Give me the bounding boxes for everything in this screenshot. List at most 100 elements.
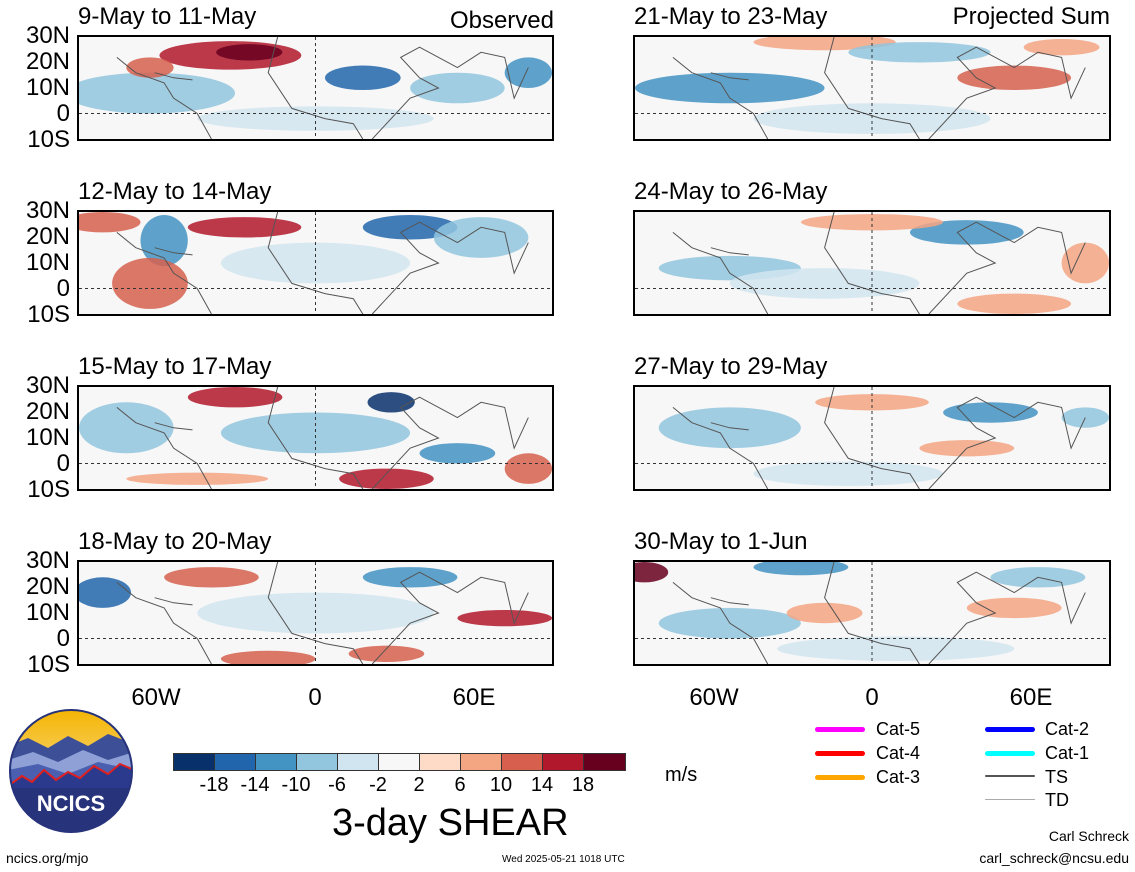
legend-label-td: TD [1045, 790, 1069, 810]
shear-field-region [367, 392, 415, 413]
lat-label: 0 [56, 450, 70, 477]
shear-field-region [777, 636, 1015, 661]
panel-title-proj-3: 27-May to 29-May [634, 353, 828, 380]
legend-label-cat4: Cat-4 [876, 743, 921, 763]
shear-field-region [1061, 242, 1109, 284]
lat-label: 30N [25, 197, 70, 224]
legend-label-cat1: Cat-1 [1045, 743, 1090, 763]
colorbar-tick: -18 [199, 774, 229, 796]
lon-label-right: 60W [689, 684, 739, 711]
lat-label: 10N [25, 424, 70, 451]
lat-label: 0 [56, 625, 70, 652]
footer-email[interactable]: carl_schreck@ncsu.edu [979, 850, 1129, 866]
colorbar-tick: -6 [328, 774, 346, 796]
panel-title-proj-2: 24-May to 26-May [634, 178, 828, 205]
lat-label: 20N [25, 573, 70, 600]
shear-field-region [216, 44, 283, 61]
shear-field-region [348, 645, 425, 662]
shear-field-region [848, 42, 991, 63]
map-panel-proj-3 [633, 385, 1111, 491]
shear-field-region [79, 402, 174, 454]
shear-field-region [786, 602, 863, 624]
shear-field-region [79, 577, 132, 608]
shear-field-region [187, 387, 283, 408]
shear-field-region [753, 562, 849, 576]
map-panel-proj-1 [633, 35, 1111, 141]
lat-label: 20N [25, 48, 70, 75]
shear-field-region [164, 567, 259, 588]
shear-field-region [1023, 39, 1100, 56]
lat-label: 10S [27, 126, 70, 153]
shear-field-region [126, 57, 174, 78]
footer-url[interactable]: ncics.org/mjo [6, 850, 89, 866]
panel-title-obs-4: 18-May to 20-May [78, 528, 272, 555]
colorbar-swatch [296, 753, 338, 771]
legend-line-cat5 [815, 727, 865, 732]
colorbar-swatch [173, 753, 215, 771]
colorbar-tick: 2 [413, 774, 425, 796]
legend-line-cat3 [815, 775, 865, 780]
colorbar-swatch [460, 753, 502, 771]
footer-author: Carl Schreck [1048, 828, 1129, 844]
colorbar-tick: -10 [281, 774, 311, 796]
shear-field-region [324, 65, 401, 91]
ncics-logo: NCICS [8, 708, 134, 834]
shear-field-region [957, 65, 1072, 91]
map-panel-obs-3 [77, 385, 554, 491]
footer-timestamp: Wed 2025-05-21 1018 UTC [502, 854, 625, 865]
colorbar-tick: 14 [530, 774, 554, 796]
shear-field-region [79, 212, 141, 233]
lon-label-right: 60E [1009, 684, 1053, 711]
colorbar-units: m/s [665, 764, 698, 786]
shear-field-region [220, 650, 316, 664]
shear-field-region [187, 217, 302, 238]
shear-field-region [79, 72, 236, 114]
legend-line-ts [985, 775, 1035, 777]
colorbar-swatch [214, 753, 256, 771]
map-panel-obs-2 [77, 210, 554, 316]
shear-field-region [339, 468, 434, 489]
projected-label: Projected Sum [952, 3, 1110, 30]
shear-field-region [410, 72, 505, 104]
shear-field-region [909, 220, 1024, 245]
observed-label: Observed [449, 7, 554, 34]
map-panel-proj-4 [633, 560, 1111, 666]
lat-label: 10S [27, 651, 70, 678]
shear-field-region [815, 394, 929, 411]
lon-label-right: 0 [865, 684, 879, 711]
lat-label: 30N [25, 22, 70, 49]
shear-field-region [753, 461, 944, 486]
lon-label-left: 0 [308, 684, 322, 711]
shear-field-region [800, 214, 944, 231]
legend-line-cat2 [985, 727, 1035, 732]
shear-field-region [419, 443, 496, 464]
panel-title-obs-3: 15-May to 17-May [78, 353, 272, 380]
shear-field-region [197, 106, 434, 131]
colorbar-title: 3-day SHEAR [332, 802, 569, 844]
lat-label: 20N [25, 223, 70, 250]
shear-field-region [729, 268, 920, 299]
colorbar-tick: 18 [571, 774, 595, 796]
shear-field-region [966, 597, 1062, 619]
panel-title-obs-1: 9-May to 11-May [78, 3, 257, 30]
colorbar-swatch [378, 753, 420, 771]
legend-line-cat1 [985, 751, 1035, 756]
colorbar-swatch [337, 753, 379, 771]
shear-field-region [635, 72, 825, 104]
shear-field-region [753, 103, 991, 134]
shear-field-region [433, 217, 529, 258]
shear-field-region [112, 257, 188, 309]
lat-label: 10S [27, 476, 70, 503]
shear-field-region [1061, 407, 1109, 428]
legend-line-cat4 [815, 751, 865, 756]
map-panel-obs-4 [77, 560, 554, 666]
legend-label-cat3: Cat-3 [876, 767, 921, 787]
shear-field-region [504, 453, 552, 484]
shear-field-region [635, 562, 669, 583]
legend-label-ts: TS [1045, 767, 1069, 787]
shear-field-region [126, 472, 269, 485]
legend-label-cat5: Cat-5 [876, 719, 921, 739]
lat-label: 10N [25, 599, 70, 626]
colorbar-swatch [542, 753, 584, 771]
lat-label: 30N [25, 547, 70, 574]
